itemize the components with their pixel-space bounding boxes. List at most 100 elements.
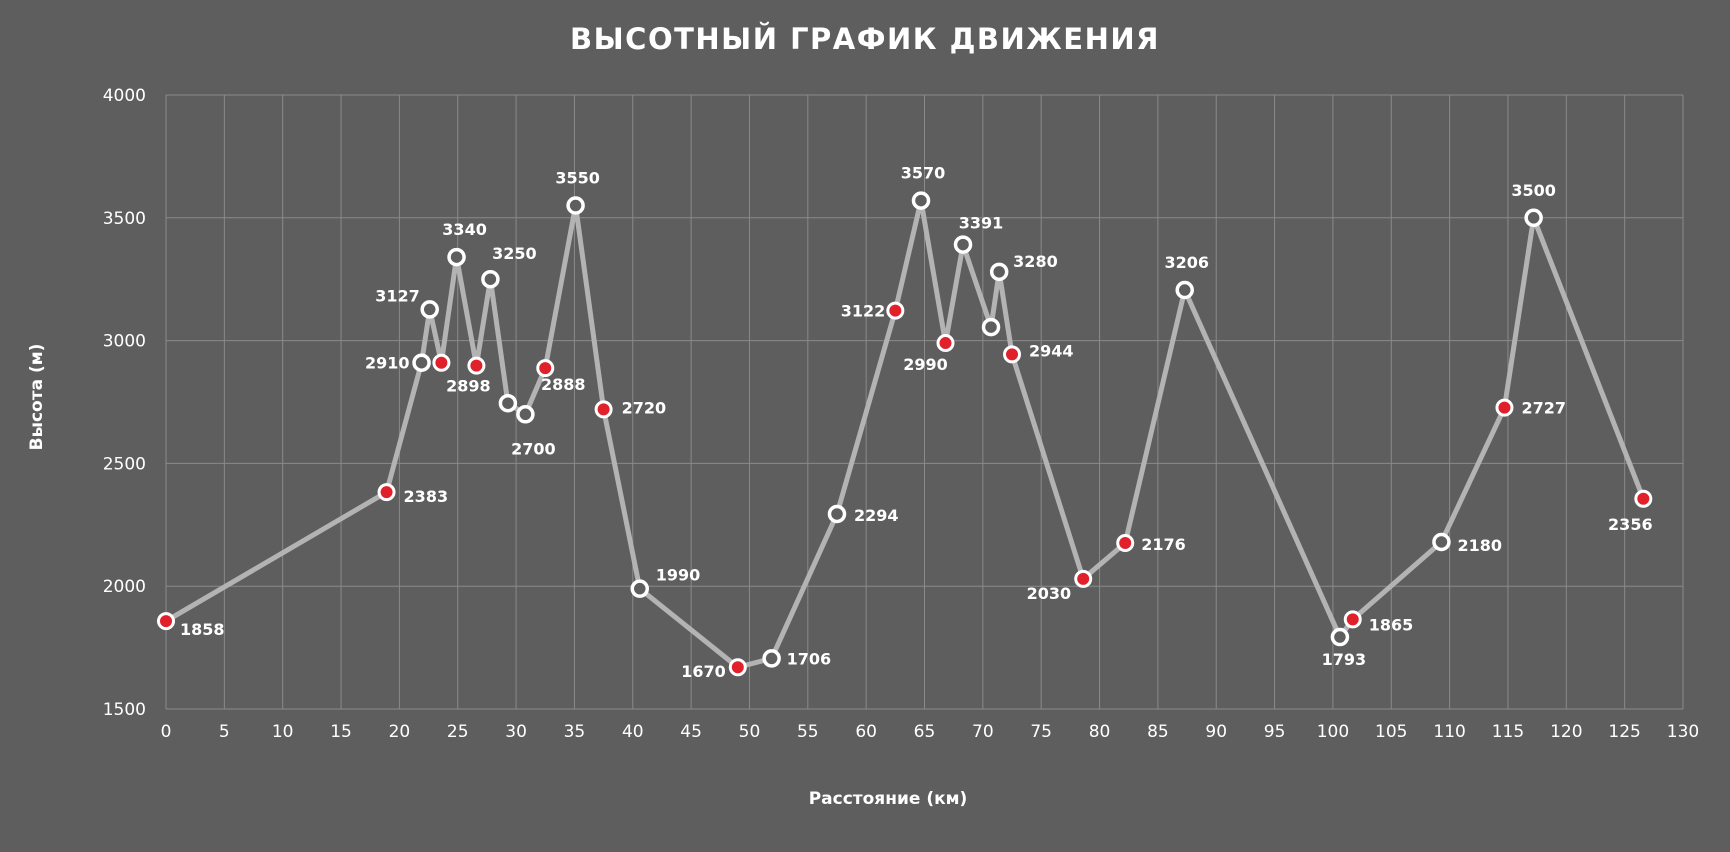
data-label-9: 2700 xyxy=(511,439,556,458)
data-label-19: 2990 xyxy=(903,355,948,374)
x-tick-label-5: 25 xyxy=(447,722,469,742)
data-point-11 xyxy=(566,196,585,215)
data-label-0: 1858 xyxy=(180,620,225,639)
x-tick-label-13: 65 xyxy=(914,722,936,742)
x-tick-label-26: 130 xyxy=(1667,722,1699,742)
x-tick-label-16: 80 xyxy=(1089,722,1111,742)
data-label-27: 1793 xyxy=(1322,650,1367,669)
data-label-14: 1670 xyxy=(681,662,726,681)
x-tick-label-10: 50 xyxy=(739,722,761,742)
data-label-23: 2944 xyxy=(1029,341,1074,360)
data-label-20: 3391 xyxy=(959,214,1004,233)
x-tick-label-14: 70 xyxy=(972,722,994,742)
data-point-3 xyxy=(420,300,439,319)
data-point-32 xyxy=(1634,489,1653,508)
grid xyxy=(165,94,1684,710)
data-point-9 xyxy=(516,405,535,424)
data-label-10: 2888 xyxy=(541,375,586,394)
x-tick-label-20: 100 xyxy=(1317,722,1349,742)
y-tick-label-5: 4000 xyxy=(103,86,146,106)
x-tick-label-17: 85 xyxy=(1147,722,1169,742)
data-point-4 xyxy=(432,353,451,372)
data-point-19 xyxy=(936,334,955,353)
y-tick-label-0: 1500 xyxy=(103,700,146,720)
data-label-2: 2910 xyxy=(365,354,410,373)
x-tick-label-7: 35 xyxy=(564,722,586,742)
data-label-17: 3122 xyxy=(841,302,886,321)
data-point-26 xyxy=(1175,280,1194,300)
x-tick-label-8: 40 xyxy=(622,722,644,742)
data-label-24: 2030 xyxy=(1027,584,1072,603)
x-tick-label-9: 45 xyxy=(680,722,702,742)
x-tick-label-4: 20 xyxy=(389,722,411,742)
data-point-31 xyxy=(1524,208,1543,228)
data-label-18: 3570 xyxy=(901,164,946,183)
data-label-30: 2727 xyxy=(1521,399,1566,418)
data-label-11: 3550 xyxy=(555,169,600,188)
data-label-29: 2180 xyxy=(1457,536,1502,555)
y-tick-label-1: 2000 xyxy=(103,577,146,597)
data-point-8 xyxy=(498,393,518,413)
data-label-12: 2720 xyxy=(622,398,667,417)
data-point-20 xyxy=(953,235,973,254)
data-point-29 xyxy=(1432,532,1451,552)
data-point-14 xyxy=(728,658,747,677)
data-labels: 1858 2383 2910 3127 3340 2898 3250 2700 2888 3550… xyxy=(180,164,1653,682)
x-tick-label-3: 15 xyxy=(330,722,352,742)
x-tick-label-2: 10 xyxy=(272,722,294,742)
data-markers xyxy=(157,191,1653,677)
x-tick-label-23: 115 xyxy=(1492,722,1524,742)
data-label-25: 2176 xyxy=(1141,535,1186,554)
data-point-23 xyxy=(1003,345,1022,364)
data-point-22 xyxy=(989,262,1009,282)
data-point-7 xyxy=(481,269,500,289)
data-point-24 xyxy=(1074,569,1093,588)
x-tick-label-21: 105 xyxy=(1375,722,1407,742)
data-point-28 xyxy=(1343,610,1362,629)
x-tick-label-19: 95 xyxy=(1264,722,1286,742)
data-label-15: 1706 xyxy=(787,649,832,668)
data-label-26: 3206 xyxy=(1164,253,1209,272)
data-label-7: 3250 xyxy=(492,244,537,263)
data-point-30 xyxy=(1495,398,1514,417)
data-point-5 xyxy=(447,247,466,267)
x-tick-label-1: 5 xyxy=(219,722,230,742)
elevation-line xyxy=(163,198,1646,670)
x-axis-ticks: 0 5 10 15 20 25 30 35 40 45 50 55 60 65 70 75 80 85 90 95 10… xyxy=(161,722,1700,742)
x-tick-label-24: 120 xyxy=(1550,722,1582,742)
data-point-0 xyxy=(157,612,175,631)
data-label-22: 3280 xyxy=(1013,252,1058,271)
data-label-5: 3340 xyxy=(442,220,487,239)
data-point-1 xyxy=(377,483,396,502)
data-label-13: 1990 xyxy=(656,566,701,585)
data-point-10 xyxy=(536,359,555,378)
data-point-16 xyxy=(827,504,847,524)
data-label-6: 2898 xyxy=(446,377,491,396)
x-tick-label-15: 75 xyxy=(1030,722,1052,742)
x-axis-title: Расстояние (км) xyxy=(809,789,968,809)
data-label-32: 2356 xyxy=(1608,515,1653,534)
data-point-6 xyxy=(467,356,486,375)
chart-title: ВЫСОТНЫЙ ГРАФИК ДВИЖЕНИЯ xyxy=(570,22,1160,56)
x-tick-label-6: 30 xyxy=(505,722,527,742)
data-point-2 xyxy=(412,353,431,372)
data-label-28: 1865 xyxy=(1369,615,1414,634)
data-point-13 xyxy=(630,579,650,598)
data-label-1: 2383 xyxy=(404,487,449,506)
y-tick-label-2: 2500 xyxy=(103,454,146,474)
x-tick-label-0: 0 xyxy=(161,722,172,742)
data-label-16: 2294 xyxy=(854,506,899,525)
y-tick-label-3: 3000 xyxy=(103,332,146,352)
x-tick-label-12: 60 xyxy=(855,722,877,742)
y-axis-title: Высота (м) xyxy=(27,344,47,451)
data-point-27 xyxy=(1330,627,1350,647)
x-tick-label-25: 125 xyxy=(1608,722,1640,742)
y-tick-label-4: 3500 xyxy=(103,209,146,229)
x-tick-label-11: 55 xyxy=(797,722,819,742)
data-point-21 xyxy=(981,317,1001,337)
data-point-17 xyxy=(886,301,905,320)
data-point-12 xyxy=(594,400,613,419)
x-tick-label-22: 110 xyxy=(1433,722,1465,742)
